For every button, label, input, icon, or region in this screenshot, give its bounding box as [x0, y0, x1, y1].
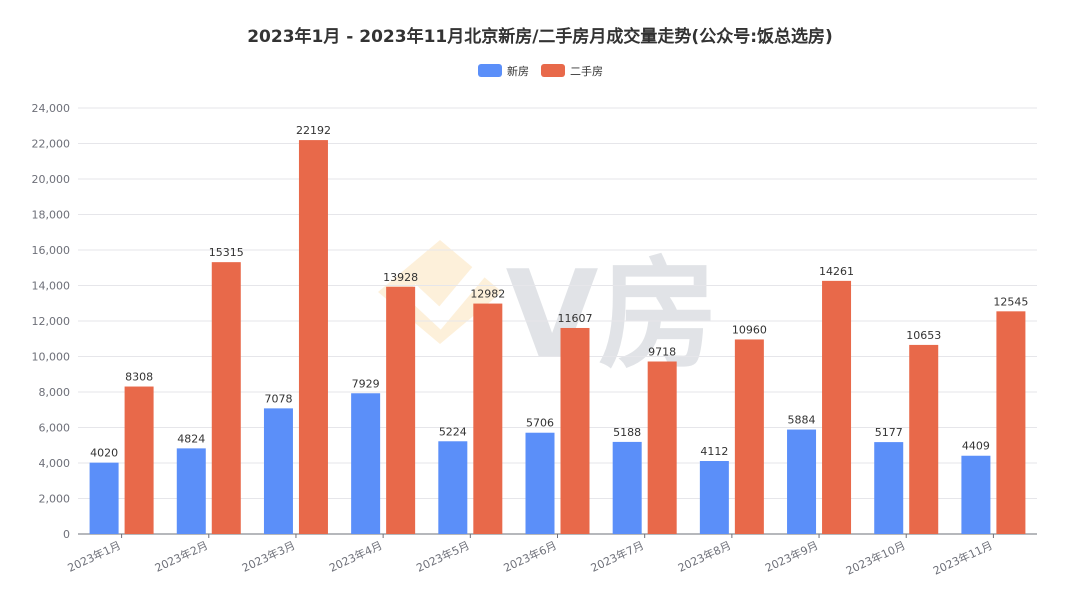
y-tick-label: 14,000: [32, 280, 71, 293]
x-tick-label: 2023年9月: [763, 538, 821, 575]
data-label: 22192: [296, 124, 331, 137]
y-tick-label: 22,000: [32, 138, 71, 151]
x-tick-label: 2023年7月: [588, 538, 646, 575]
data-label: 5224: [439, 425, 467, 438]
x-tick-label: 2023年8月: [676, 538, 734, 575]
data-label: 12982: [470, 288, 505, 301]
legend-swatch[interactable]: [478, 64, 502, 77]
data-label: 7078: [264, 392, 292, 405]
data-label: 10653: [906, 329, 941, 342]
bar-resale[interactable]: [211, 262, 241, 534]
data-label: 4824: [177, 432, 205, 445]
x-tick-label: 2023年4月: [327, 538, 385, 575]
bar-new[interactable]: [699, 461, 729, 534]
y-tick-label: 0: [63, 528, 70, 541]
bar-new[interactable]: [176, 448, 206, 534]
y-tick-label: 20,000: [32, 173, 71, 186]
bar-resale[interactable]: [647, 361, 677, 534]
data-label: 15315: [209, 246, 244, 259]
bar-new[interactable]: [263, 408, 293, 534]
data-label: 5884: [788, 414, 816, 427]
bar-resale[interactable]: [734, 339, 764, 534]
y-tick-label: 6,000: [39, 422, 71, 435]
data-label: 4409: [962, 440, 990, 453]
bars: [89, 140, 1026, 535]
y-tick-label: 10,000: [32, 351, 71, 364]
legend-label[interactable]: 二手房: [570, 64, 603, 78]
data-label: 13928: [383, 271, 418, 284]
data-label: 5177: [875, 426, 903, 439]
data-label: 4020: [90, 447, 118, 460]
y-tick-label: 16,000: [32, 244, 71, 257]
bar-new[interactable]: [351, 393, 381, 534]
x-tick-label: 2023年3月: [240, 538, 298, 575]
bar-resale[interactable]: [473, 303, 503, 534]
y-tick-label: 4,000: [39, 457, 71, 470]
data-label: 9718: [648, 346, 676, 359]
data-label: 11607: [558, 312, 593, 325]
chart-title: 2023年1月 - 2023年11月北京新房/二手房月成交量走势(公众号:饭总选…: [247, 27, 833, 47]
y-tick-label: 2,000: [39, 493, 71, 506]
bar-resale[interactable]: [996, 311, 1026, 534]
bar-resale[interactable]: [386, 286, 416, 534]
x-tick-label: 2023年1月: [65, 538, 123, 575]
y-tick-label: 8,000: [39, 386, 71, 399]
data-label: 7929: [352, 377, 380, 390]
bar-new[interactable]: [438, 441, 468, 534]
data-labels: 4020 4824 7078 7929 5224 5706 5188 4112 5884 5177…: [90, 124, 1028, 460]
data-label: 14261: [819, 265, 854, 278]
y-tick-label: 24,000: [32, 102, 71, 115]
bar-new[interactable]: [787, 429, 817, 534]
data-label: 8308: [125, 371, 153, 384]
bar-resale[interactable]: [560, 327, 590, 534]
bar-resale[interactable]: [909, 344, 939, 534]
x-tick-label: 2023年2月: [152, 538, 210, 575]
bar-new[interactable]: [89, 462, 119, 534]
x-tick-label: 2023年5月: [414, 538, 472, 575]
y-tick-label: 18,000: [32, 209, 71, 222]
x-tick-label: 2023年6月: [501, 538, 559, 575]
bar-resale[interactable]: [124, 386, 154, 534]
x-tick-label: 2023年10月: [844, 538, 908, 578]
data-label: 5706: [526, 417, 554, 430]
data-label: 10960: [732, 323, 767, 336]
legend-label[interactable]: 新房: [507, 64, 529, 78]
legend[interactable]: 新房 二手房: [478, 64, 603, 78]
data-label: 12545: [993, 295, 1028, 308]
watermark-check: [404, 262, 489, 330]
legend-swatch[interactable]: [541, 64, 565, 77]
watermark-text: V房: [506, 246, 719, 385]
data-label: 4112: [700, 445, 728, 458]
bar-new[interactable]: [612, 441, 642, 534]
watermark: V房: [378, 240, 718, 385]
bar-new[interactable]: [525, 432, 555, 534]
bar-resale[interactable]: [822, 280, 852, 534]
y-axis: 0 2,000 4,000 6,000 8,000 10,000 12,000 14,000 1…: [32, 102, 71, 541]
bar-resale[interactable]: [298, 140, 328, 535]
bar-new[interactable]: [961, 455, 991, 534]
x-tick-label: 2023年11月: [931, 538, 995, 578]
y-tick-label: 12,000: [32, 315, 71, 328]
bar-new[interactable]: [874, 442, 904, 534]
x-axis: 2023年1月 2023年2月 2023年3月 2023年4月 2023年5月 2023年…: [65, 533, 1037, 578]
data-label: 5188: [613, 426, 641, 439]
